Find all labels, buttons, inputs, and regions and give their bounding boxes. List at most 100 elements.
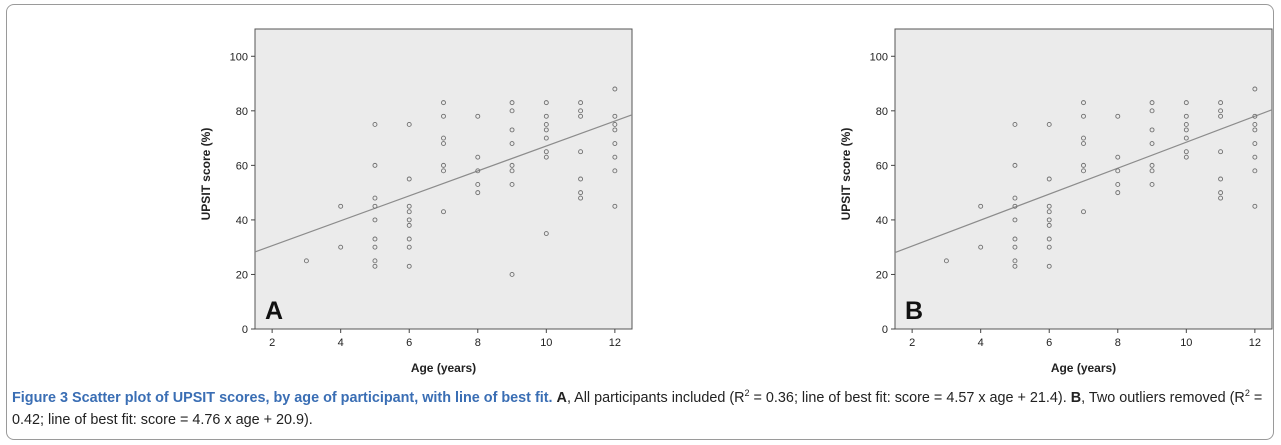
data-point [372, 122, 378, 127]
data-point [441, 209, 446, 215]
data-point [1012, 244, 1018, 250]
y-tick-label: 0 [882, 324, 888, 336]
data-point [441, 135, 446, 141]
data-point [612, 168, 618, 174]
data-point [509, 272, 515, 277]
caption-text-b-2: = 0.42; line of best fit: score = 4.76 x… [12, 390, 1263, 428]
caption-title: Figure 3 Scatter plot of UPSIT scores, b… [12, 390, 553, 406]
scatter-chart-a: 0 20 40 60 80 100 2 4 6 8 10 12 Age (years) UPSIT sco… [199, 28, 633, 375]
data-point [1183, 113, 1189, 119]
data-point [1183, 122, 1189, 127]
data-point [1046, 217, 1052, 223]
data-point [1081, 141, 1086, 146]
data-point [1252, 86, 1258, 92]
data-point [509, 108, 515, 114]
x-tick-label: 10 [1180, 337, 1192, 349]
x-tick-label: 8 [1115, 337, 1121, 349]
data-point [509, 127, 515, 133]
data-point [1149, 141, 1155, 146]
data-point [338, 203, 344, 209]
x-tick-label: 12 [1249, 337, 1261, 349]
data-point [406, 222, 412, 228]
data-point [475, 113, 481, 119]
panel-label: A [265, 297, 283, 325]
data-point [372, 258, 378, 264]
data-point [612, 203, 618, 209]
data-point [543, 127, 549, 133]
data-point [1218, 149, 1224, 155]
data-point [406, 203, 412, 209]
data-point [612, 141, 618, 146]
data-point [543, 231, 549, 236]
data-point [1149, 127, 1155, 133]
data-point [1183, 127, 1189, 133]
data-point [543, 122, 549, 127]
plot-area [894, 28, 1273, 330]
data-point [1046, 236, 1052, 242]
data-point [1252, 203, 1258, 209]
y-tick-label: 80 [236, 106, 248, 118]
data-point [441, 168, 446, 174]
data-point [372, 203, 378, 209]
data-point [372, 162, 378, 168]
y-tick-label: 0 [242, 324, 248, 336]
data-point [509, 141, 515, 146]
data-point [475, 154, 481, 160]
data-point [372, 217, 378, 223]
data-point [1081, 209, 1086, 215]
data-point [1081, 135, 1086, 141]
data-point [612, 127, 618, 133]
caption-text-b-1: , Two outliers removed (R [1081, 390, 1245, 406]
data-point [441, 162, 446, 168]
data-point [1012, 217, 1018, 223]
plot-area [254, 28, 633, 330]
data-point [1183, 149, 1189, 155]
x-axis-title: Age (years) [411, 361, 476, 375]
data-point [406, 122, 412, 127]
data-point [543, 154, 549, 160]
y-tick-label: 20 [876, 269, 888, 281]
data-point [1115, 154, 1121, 160]
data-point [475, 190, 481, 196]
data-point [578, 100, 584, 106]
data-point [543, 135, 549, 141]
data-point [372, 263, 378, 269]
x-tick-label: 6 [1046, 337, 1052, 349]
data-point [1252, 168, 1258, 174]
x-tick-label: 4 [978, 337, 984, 349]
data-point [1183, 154, 1189, 160]
data-point [1012, 162, 1018, 168]
data-point [1012, 203, 1018, 209]
data-point [509, 100, 515, 106]
data-point [1081, 113, 1086, 119]
caption-text-a-2: = 0.36; line of best fit: score = 4.57 x… [749, 390, 1067, 406]
fit-line [894, 109, 1273, 254]
data-point [406, 217, 412, 223]
data-point [612, 154, 618, 160]
data-point [578, 195, 584, 201]
y-axis-title: UPSIT score (%) [839, 128, 853, 221]
data-point [406, 176, 412, 182]
data-point [1252, 127, 1258, 133]
data-point [1012, 258, 1018, 264]
x-tick-label: 6 [406, 337, 412, 349]
data-point [1218, 113, 1224, 119]
data-point [1115, 182, 1121, 187]
data-point [441, 113, 446, 119]
data-point [509, 162, 515, 168]
data-point [1012, 236, 1018, 242]
data-point [578, 108, 584, 114]
data-point [1149, 182, 1155, 187]
data-point [1149, 108, 1155, 114]
data-point [475, 168, 481, 174]
x-tick-label: 2 [909, 337, 915, 349]
figure-frame [6, 4, 1274, 440]
caption-sup-b: 2 [1244, 388, 1250, 399]
data-point [578, 190, 584, 196]
data-point [1218, 100, 1224, 106]
caption-label-b: B [1070, 390, 1082, 406]
data-point [1252, 122, 1258, 127]
y-axis-title: UPSIT score (%) [199, 128, 213, 221]
caption-sup-a: 2 [744, 388, 750, 399]
data-point [1149, 100, 1155, 106]
